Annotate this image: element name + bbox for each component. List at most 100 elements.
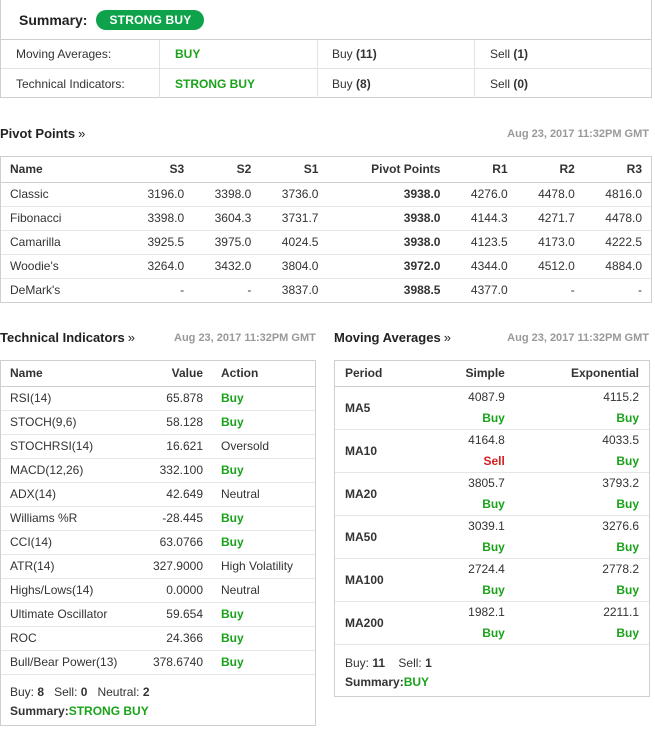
chevron-right-icon[interactable]: » (443, 330, 451, 345)
table-row: CCI(14) 63.0766 Buy (1, 530, 315, 555)
indicator-value: 327.9000 (137, 554, 212, 579)
indicator-action: Buy (212, 458, 315, 483)
pivot-points-title-text[interactable]: Pivot Points (0, 126, 76, 141)
moving-averages-title-text[interactable]: Moving Averages (334, 330, 441, 345)
indicator-name: ATR(14) (1, 554, 138, 579)
ma-exp-signal: Buy (616, 496, 639, 511)
ma-exp-value: 2211.1 (603, 604, 639, 619)
indicator-value: 332.100 (137, 458, 212, 483)
pivot-value-cell: 3731.7 (260, 206, 328, 231)
ma-exp-signal: Buy (616, 582, 639, 597)
pivot-value-cell: 4884.0 (583, 254, 651, 279)
pivot-name-cell: Fibonacci (1, 206, 126, 231)
ma-exp-signal: Buy (616, 410, 639, 425)
moving-averages-panel: Period Simple Exponential MA5 4087.9 Buy 41… (334, 360, 650, 697)
chevron-right-icon[interactable]: » (78, 126, 86, 141)
indicator-action: Buy (212, 410, 315, 435)
col-r1: R1 (449, 157, 517, 183)
indicator-value: 42.649 (137, 482, 212, 507)
indicator-name: CCI(14) (1, 530, 138, 555)
ma-exp-cell: 2211.1 Buy (515, 601, 649, 644)
indicator-action: Buy (212, 506, 315, 531)
moving-averages-timestamp: Aug 23, 2017 11:32PM GMT (507, 332, 649, 344)
ma-exp-value: 4033.5 (602, 432, 639, 447)
summary-row-name: Technical Indicators: (1, 69, 160, 98)
indicator-action: Buy (212, 626, 315, 651)
indicator-value: 58.128 (137, 410, 212, 435)
ma-simple-cell: 2724.4 Buy (424, 558, 515, 602)
pivot-value-cell: 4222.5 (583, 230, 651, 255)
pivot-value-cell: 3938.0 (327, 206, 450, 231)
ma-exp-value: 3276.6 (602, 518, 639, 533)
pivot-name-cell: Woodie's (1, 254, 126, 279)
pivot-value-cell: - (638, 283, 642, 298)
ma-simple-signal: Buy (482, 410, 505, 425)
table-row: MA10 4164.8 Sell 4033.5 Buy (335, 429, 649, 473)
pivot-points-title[interactable]: Pivot Points» (0, 126, 85, 141)
indicator-name: Highs/Lows(14) (1, 578, 138, 603)
pivot-value-cell: 4344.0 (449, 254, 517, 279)
pivot-value-cell: 3988.5 (403, 283, 441, 298)
col-name: Name (1, 157, 126, 183)
summary-header: Summary: STRONG BUY (1, 0, 651, 40)
pivot-value-cell: - (180, 283, 185, 298)
pivot-value-cell: 3264.0 (126, 254, 194, 279)
summary-row-buy: Buy (11) (318, 40, 475, 68)
summary-panel: Summary: STRONG BUY Moving Averages: BUY… (0, 0, 652, 98)
pivot-value-cell: 3837.0 (281, 283, 319, 298)
ma-simple-value: 1982.1 (468, 604, 505, 619)
table-row: MA200 1982.1 Buy 2211.1 Buy (335, 601, 649, 644)
pivot-value-cell: 4123.5 (449, 230, 517, 255)
pivot-name-cell: Classic (1, 182, 126, 207)
indicator-action: Neutral (212, 578, 315, 603)
summary-row-moving-averages: Moving Averages: BUY Buy (11) Sell (1) (1, 40, 651, 69)
indicator-value: 24.366 (137, 626, 212, 651)
pivot-value-cell: 4144.3 (449, 206, 517, 231)
pivot-points-timestamp: Aug 23, 2017 11:32PM GMT (507, 128, 649, 140)
technical-indicators-title-text[interactable]: Technical Indicators (0, 330, 125, 345)
indicator-action: Oversold (212, 434, 315, 459)
summary-row-signal: STRONG BUY (160, 69, 318, 98)
pivot-value-cell: 4478.0 (583, 206, 651, 231)
summary-row-sell: Sell (0) (490, 76, 529, 91)
ma-simple-signal: Buy (482, 582, 505, 597)
ma-period: MA50 (335, 515, 425, 559)
ma-period: MA20 (335, 472, 425, 516)
technical-summary-value: STRONG BUY (68, 704, 149, 718)
table-header-row: Name S3 S2 S1 Pivot Points R1 R2 R3 (1, 157, 651, 183)
summary-row-sell: Sell (1) (490, 47, 529, 61)
col-action: Action (212, 361, 315, 387)
pivot-points-panel: Name S3 S2 S1 Pivot Points R1 R2 R3 Clas… (0, 156, 652, 303)
col-s2: S2 (193, 157, 261, 183)
ma-simple-signal: Sell (483, 453, 505, 468)
indicator-name: STOCH(9,6) (1, 410, 138, 435)
table-row: Camarilla 3925.5 3975.0 4024.5 3938.0 4123.5 4… (1, 230, 651, 255)
indicator-action: Buy (212, 386, 315, 411)
indicator-value: 63.0766 (137, 530, 212, 555)
pivot-value-cell: 3604.3 (193, 206, 261, 231)
table-header-row: Period Simple Exponential (335, 361, 649, 387)
indicator-name: ADX(14) (1, 482, 138, 507)
pivot-value-cell: 3938.0 (327, 230, 450, 255)
col-s1: S1 (260, 157, 328, 183)
moving-summary-value: BUY (403, 675, 430, 689)
ma-exp-cell: 4033.5 Buy (514, 429, 649, 473)
ma-simple-signal: Buy (482, 539, 505, 554)
col-exponential: Exponential (514, 361, 649, 387)
chevron-right-icon[interactable]: » (127, 330, 135, 345)
table-row: MACD(12,26) 332.100 Buy (1, 458, 315, 483)
pivot-value-cell: - (570, 283, 575, 298)
pivot-value-cell: 4377.0 (470, 283, 508, 298)
moving-averages-title[interactable]: Moving Averages» (334, 330, 451, 345)
pivot-value-cell: 3925.5 (126, 230, 194, 255)
pivot-value-cell: 3975.0 (193, 230, 261, 255)
ma-exp-value: 4115.2 (603, 389, 639, 404)
col-simple: Simple (424, 361, 515, 387)
pivot-value-cell: 3736.0 (260, 182, 328, 207)
ma-simple-value: 4087.9 (468, 389, 505, 404)
col-value: Value (137, 361, 212, 387)
table-row: Bull/Bear Power(13) 378.6740 Buy (1, 650, 315, 674)
pivot-value-cell: 4276.0 (449, 182, 517, 207)
table-row: STOCH(9,6) 58.128 Buy (1, 410, 315, 435)
technical-indicators-title[interactable]: Technical Indicators» (0, 330, 135, 345)
